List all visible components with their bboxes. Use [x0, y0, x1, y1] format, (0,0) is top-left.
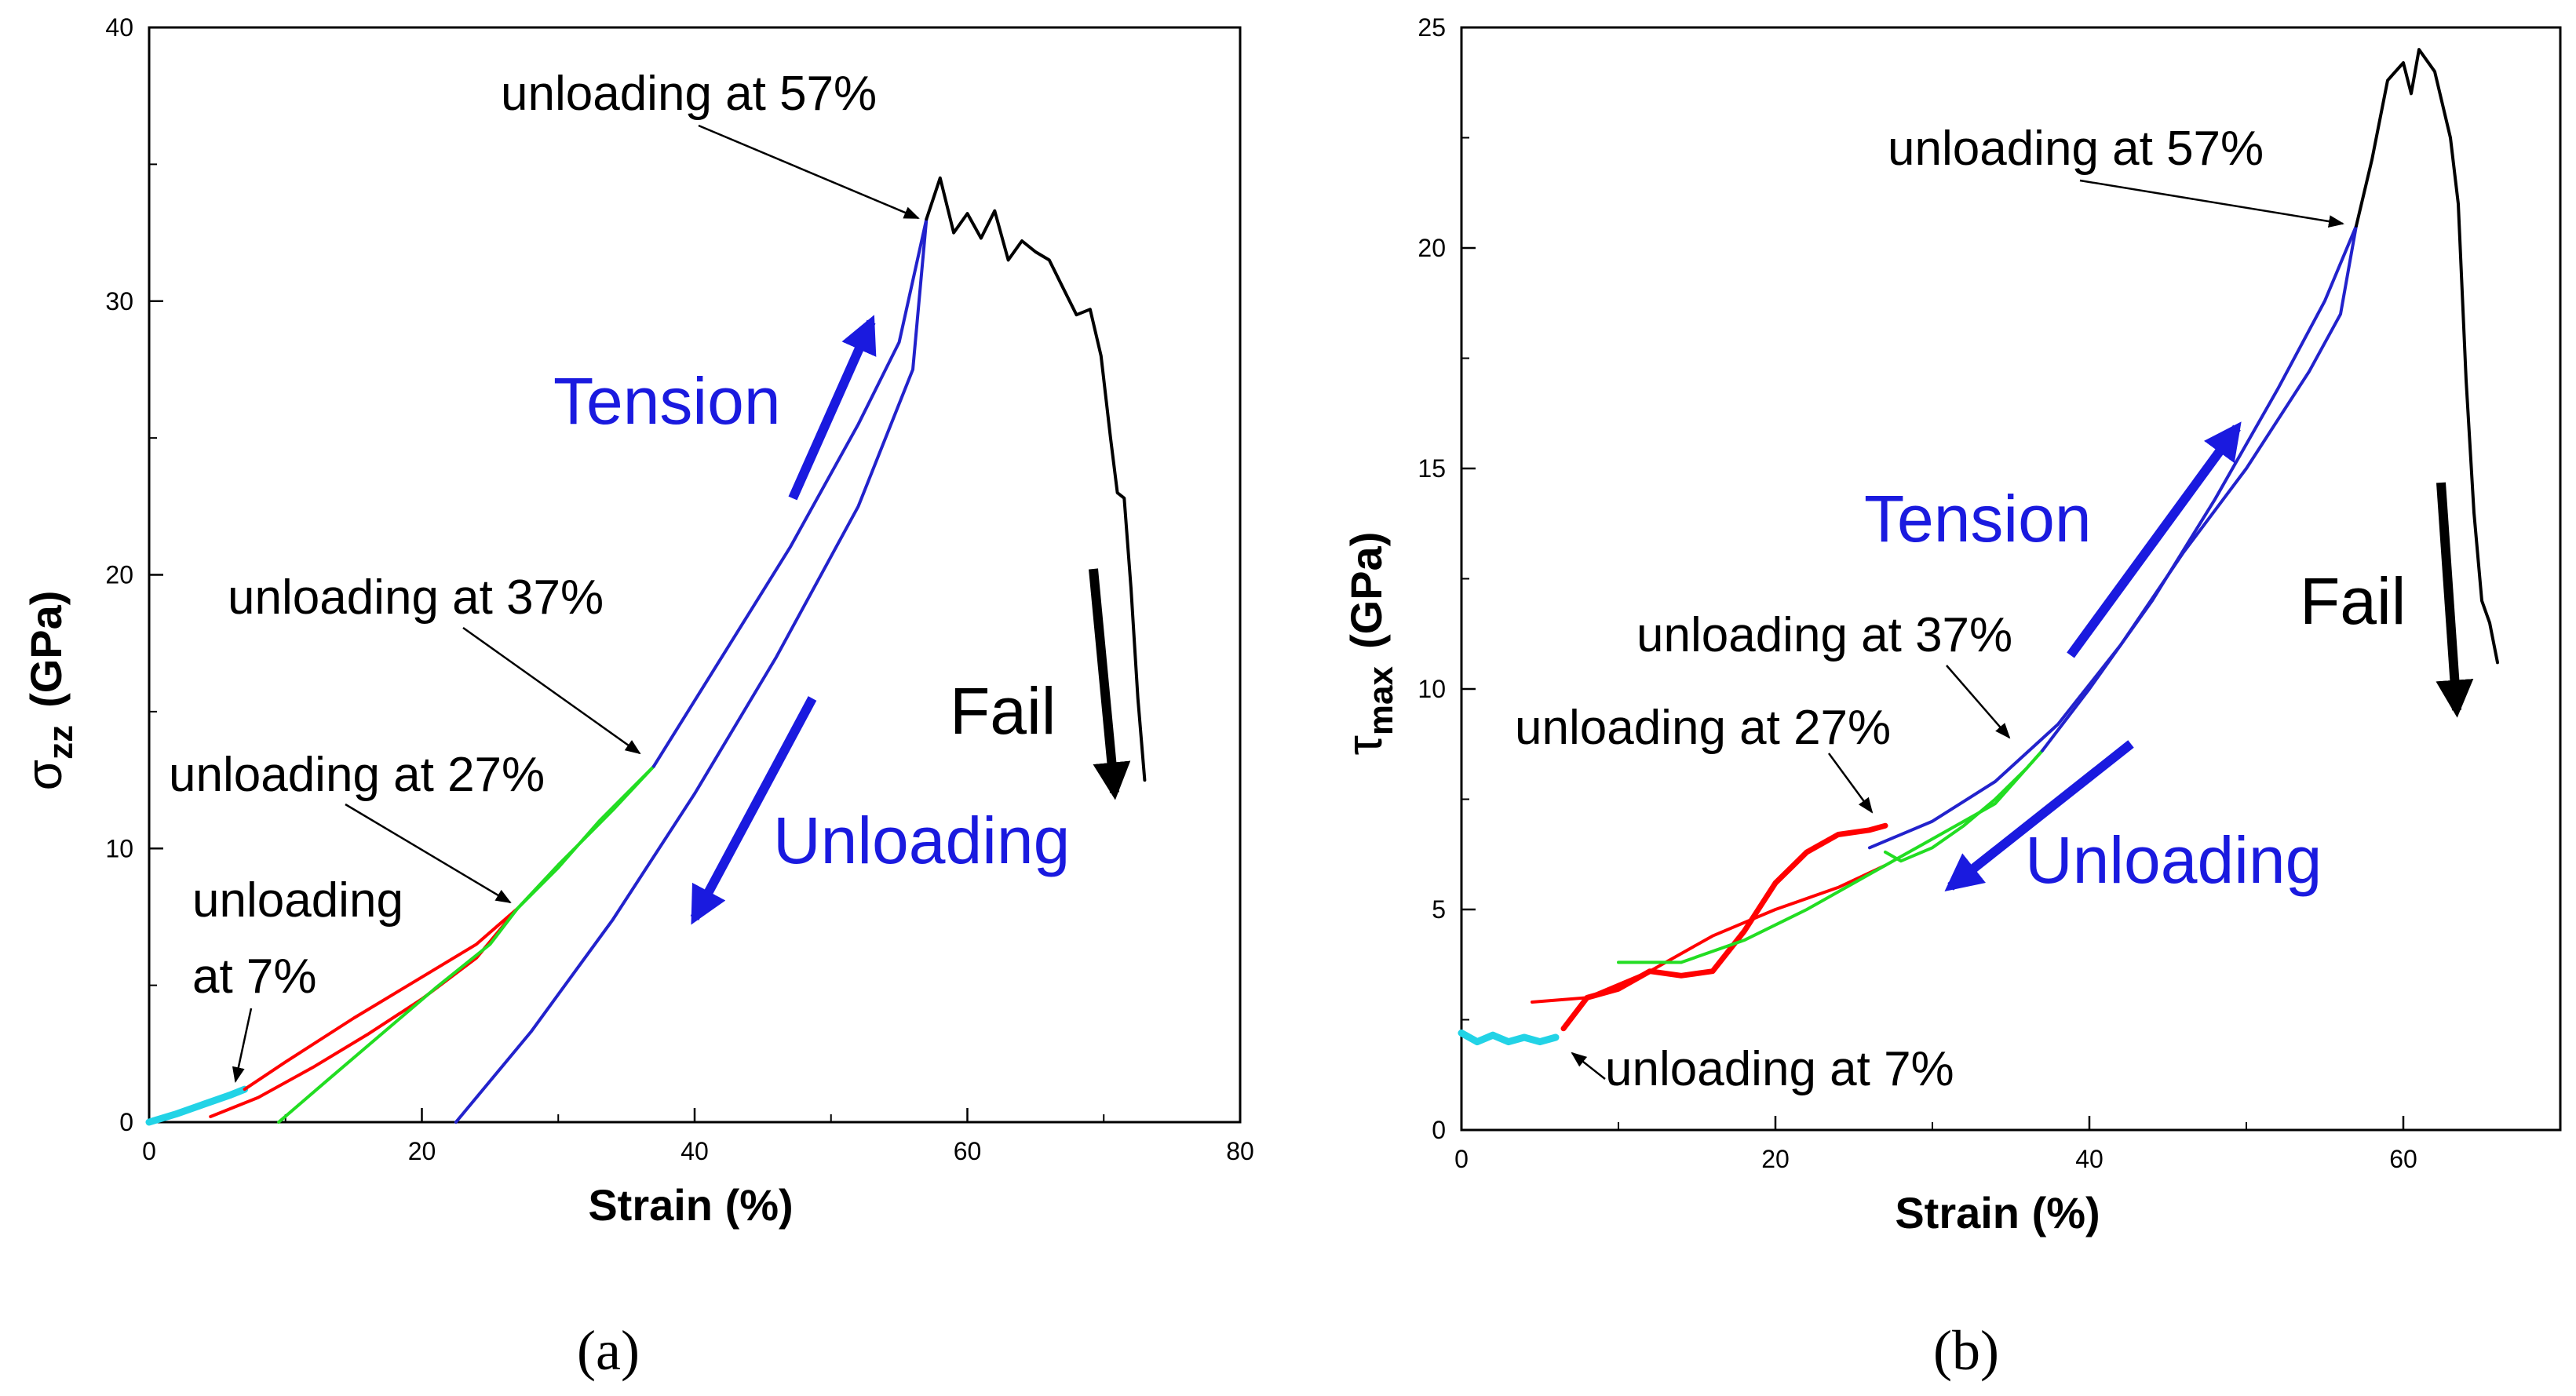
x-tick-label: 80 — [1226, 1137, 1254, 1165]
y-label-sub-b: max — [1362, 665, 1400, 735]
annotation-7-b: unloading at 7% — [1605, 1042, 1954, 1096]
unloading-arrow-a — [690, 696, 817, 925]
series-line-b-6 — [1868, 224, 2358, 850]
annotation-57-a: unloading at 57% — [501, 67, 877, 121]
chart-panel-b: 0 20 40 60 0 5 10 15 20 25 τmax (GPa) Strain (%) u… — [1336, 13, 2562, 1382]
unloading-label-b: Unloading — [2025, 823, 2322, 897]
x-tick-label: 20 — [1761, 1145, 1790, 1173]
x-tick-label: 60 — [954, 1137, 982, 1165]
x-axis-label-a: Strain (%) — [588, 1180, 793, 1230]
panel-label-b: (b) — [1933, 1319, 1999, 1382]
y-tick-label: 5 — [1432, 895, 1446, 924]
annotation-arrow-37-a — [462, 626, 641, 755]
series-line-b-7 — [2355, 48, 2499, 665]
tension-arrow-a — [788, 315, 877, 501]
series-group-a — [145, 176, 1147, 1126]
y-label-symbol-a: σ — [16, 760, 72, 791]
annotation-arrow-37-b — [1946, 665, 2011, 739]
series-line-b-4 — [1617, 749, 2044, 964]
chart-panel-a: 0 20 40 60 80 0 10 20 30 40 σzz (GPa) Strain (%) u… — [16, 13, 1254, 1382]
y-tick-label: 30 — [105, 287, 133, 315]
y-label-unit-b: (GPa) — [1341, 532, 1391, 649]
x-tick-label: 60 — [2389, 1145, 2417, 1173]
panel-label-a: (a) — [577, 1319, 640, 1382]
annotation-7-a-line1: unloading — [192, 873, 403, 928]
y-axis-label-b: τmax (GPa) — [1336, 532, 1400, 756]
x-tick-label: 20 — [408, 1137, 436, 1165]
x-tick-label: 40 — [680, 1137, 709, 1165]
series-line-a-1 — [243, 907, 520, 1092]
x-axis-label-b: Strain (%) — [1895, 1188, 2100, 1237]
series-line-a-7 — [925, 176, 1147, 782]
x-tick-label: 40 — [2075, 1145, 2103, 1173]
series-line-b-2 — [1531, 863, 1887, 1004]
series-line-b-5 — [2041, 224, 2358, 753]
series-line-a-2 — [209, 907, 520, 1118]
annotation-arrow-27-a — [345, 803, 512, 904]
tension-label-a: Tension — [553, 364, 781, 438]
annotation-37-b: unloading at 37% — [1636, 608, 2012, 662]
series-line-a-0 — [145, 1085, 249, 1126]
fail-arrow-a — [1089, 568, 1131, 800]
axis-ticks-a: 0 20 40 60 80 0 10 20 30 40 — [105, 13, 1253, 1165]
y-tick-label: 40 — [105, 13, 133, 42]
y-label-sub-a: zz — [42, 725, 80, 760]
annotation-arrow-27-b — [1827, 753, 1874, 814]
x-tick-label: 0 — [142, 1137, 156, 1165]
y-tick-label: 10 — [105, 834, 133, 862]
annotation-arrow-7-b — [1571, 1052, 1606, 1080]
y-tick-label: 15 — [1418, 454, 1446, 483]
y-tick-label: 20 — [1418, 234, 1446, 262]
series-line-b-3 — [1884, 749, 2044, 863]
annotation-arrow-57-a — [698, 124, 920, 220]
y-label-unit-a: (GPa) — [21, 591, 71, 708]
tension-arrow-b — [2067, 421, 2242, 658]
y-tick-label: 10 — [1418, 675, 1446, 703]
y-label-symbol-b: τ — [1336, 735, 1392, 755]
annotation-arrow-7-a — [232, 1008, 253, 1083]
annotation-37-a: unloading at 37% — [228, 570, 604, 625]
annotation-57-b: unloading at 57% — [1888, 122, 2264, 176]
unloading-label-a: Unloading — [773, 804, 1070, 877]
series-line-a-4 — [516, 764, 655, 910]
series-line-a-6 — [454, 217, 929, 1124]
y-tick-label: 25 — [1418, 13, 1446, 42]
tension-label-b: Tension — [1864, 482, 2092, 556]
unloading-arrow-b — [1944, 740, 2134, 891]
svg-text:τmax(GPa): τmax (GPa) — [1336, 532, 1400, 756]
annotation-27-a: unloading at 27% — [169, 748, 545, 802]
axis-ticks-b: 0 20 40 60 0 5 10 15 20 25 — [1418, 13, 2417, 1173]
y-tick-label: 0 — [119, 1108, 133, 1136]
svg-text:σzz(GPa): σzz (GPa) — [16, 591, 80, 791]
series-line-a-5 — [651, 217, 929, 768]
annotation-arrow-57-b — [2079, 179, 2344, 228]
fail-label-b: Fail — [2300, 564, 2406, 638]
series-line-b-0 — [1458, 1029, 1560, 1046]
y-axis-label-a: σzz (GPa) — [16, 591, 80, 791]
x-tick-label: 0 — [1454, 1145, 1469, 1173]
annotation-27-b: unloading at 27% — [1515, 701, 1891, 755]
series-line-a-3 — [277, 764, 655, 1124]
y-tick-label: 20 — [105, 561, 133, 589]
fail-label-a: Fail — [950, 674, 1056, 748]
y-tick-label: 0 — [1432, 1116, 1446, 1144]
series-group-b — [1458, 48, 2499, 1046]
fail-arrow-b — [2436, 482, 2474, 718]
series-line-b-1 — [1560, 822, 1888, 1032]
annotation-7-a-line2: at 7% — [192, 949, 317, 1004]
